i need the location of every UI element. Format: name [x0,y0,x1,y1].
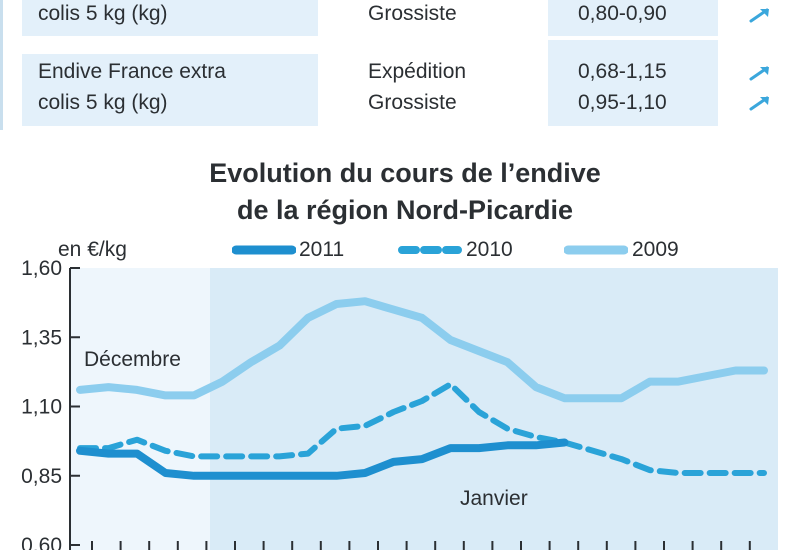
table-row-2-product-line-1: Endive France extra [38,60,226,83]
y-tick-label: 0,60 [21,534,62,550]
trend-up-arrow-icon [749,96,769,111]
chart-series [76,297,768,480]
table-row-2-price-1: 0,68-1,15 [578,60,667,83]
trend-up-arrow-icon [749,66,769,81]
table-left-rule [0,0,3,130]
table-row-2-price-cell [548,40,718,126]
table-row-2-price-2: 0,95-1,10 [578,91,667,114]
chart-axes: 0,60 0,85 1,10 1,35 1,60 [21,257,751,550]
table-row-1-price-cell [548,0,718,36]
trend-up-arrow-icon [749,8,769,23]
legend-swatch-2011 [232,245,296,255]
y-tick-label: 0,85 [21,465,62,488]
y-tick-label: 1,60 [21,257,62,280]
table-row-2-product-cell [22,54,318,126]
table-row-1-price: 0,80-0,90 [578,2,667,25]
series-line-2009 [76,297,768,403]
annotation-janvier: Janvier [460,487,528,510]
table-row-2-stage-2: Grossiste [368,91,457,114]
legend-label-2010: 2010 [466,238,513,261]
legend-label-2009: 2009 [632,238,679,261]
table-row-1-stage: Grossiste [368,2,457,25]
legend-swatch-2010 [398,246,462,254]
table-row-2-product-line-2: colis 5 kg (kg) [38,91,168,114]
chart-title: Evolution du cours de l’endive [209,158,601,188]
price-table: colis 5 kg (kg) Grossiste 0,80-0,90 Endi… [0,0,800,130]
legend-label-2011: 2011 [299,238,345,261]
table-row-1-product: colis 5 kg (kg) [38,2,168,25]
annotation-decembre: Décembre [84,348,181,371]
series-line-2010 [77,381,767,476]
chart-subtitle: de la région Nord-Picardie [236,195,574,225]
series-line-2011 [76,438,569,480]
y-tick-label: 1,10 [21,396,62,419]
table-row-1-product-cell [22,0,318,36]
plot-area-shade [210,268,778,550]
plot-background [70,268,778,550]
chart-annotations: Décembre Janvier [84,348,528,510]
y-axis-unit-label: en €/kg [58,238,127,261]
table-row-2-stage-1: Expédition [368,60,467,83]
legend-swatch-2009 [564,245,628,255]
y-tick-label: 1,35 [21,326,62,349]
